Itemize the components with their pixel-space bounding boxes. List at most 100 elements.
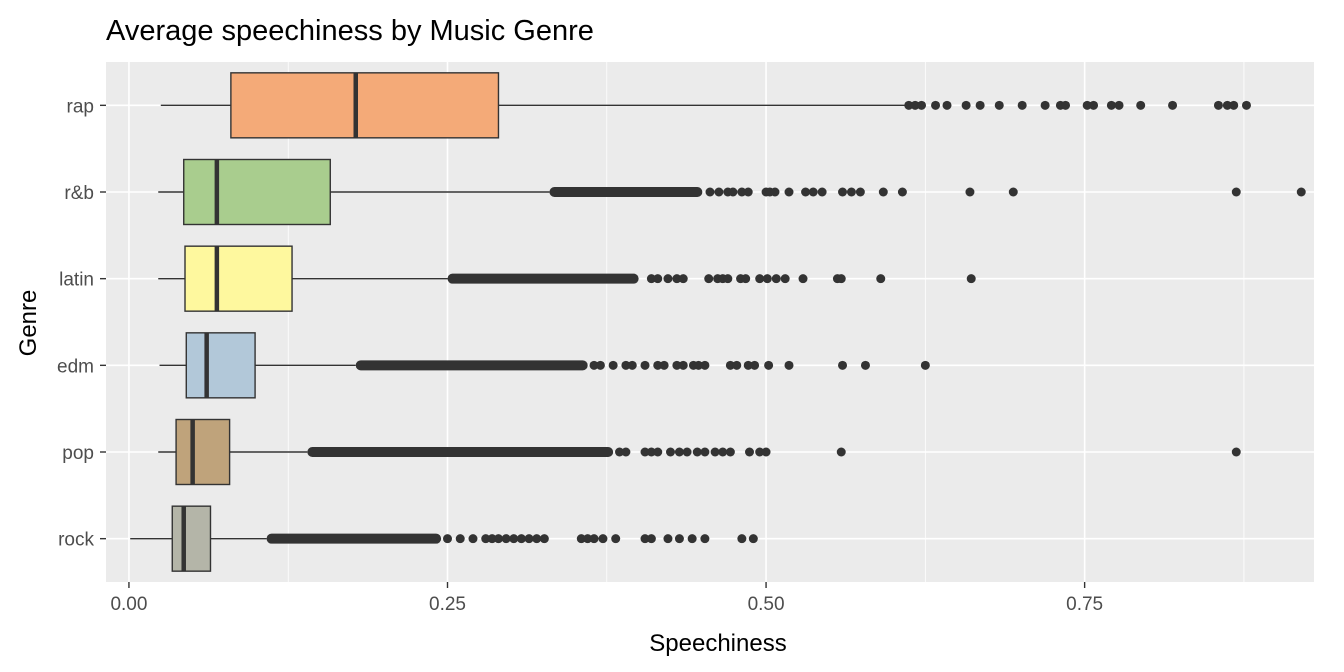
outlier-point xyxy=(468,534,478,544)
y-tick-label: pop xyxy=(62,443,94,464)
boxes-layer xyxy=(130,72,1306,572)
outlier-point xyxy=(687,534,697,544)
outlier-point xyxy=(878,187,888,197)
outlier-point xyxy=(576,534,586,544)
outlier-point xyxy=(532,534,542,544)
outlier-point xyxy=(961,100,971,110)
outlier-point xyxy=(615,447,625,457)
outlier-point xyxy=(700,360,710,370)
outlier-point xyxy=(1296,187,1306,197)
outlier-point xyxy=(665,447,675,457)
outlier-point xyxy=(855,187,865,197)
outlier-point xyxy=(700,534,710,544)
outlier-point xyxy=(966,274,976,284)
outlier-point xyxy=(611,534,621,544)
outlier-point xyxy=(764,360,774,370)
chart-title: Average speechiness by Music Genre xyxy=(106,15,594,47)
outlier-point xyxy=(1229,100,1239,110)
outlier-point xyxy=(755,274,765,284)
outlier-point xyxy=(817,187,827,197)
outlier-point xyxy=(876,274,886,284)
outlier-point xyxy=(659,360,669,370)
outlier-point xyxy=(487,534,497,544)
outlier-point xyxy=(682,447,692,457)
outlier-point xyxy=(1061,100,1071,110)
y-tick-label: rap xyxy=(67,96,94,117)
outlier-point xyxy=(1017,100,1027,110)
outlier-point xyxy=(443,534,453,544)
outlier-point xyxy=(672,360,682,370)
outlier-point xyxy=(595,360,605,370)
outlier-point xyxy=(737,534,747,544)
y-tick-label: rock xyxy=(58,530,94,551)
outlier-point xyxy=(975,100,985,110)
outlier-point xyxy=(672,274,682,284)
x-tick-label: 0.75 xyxy=(1066,594,1103,615)
outlier-cluster xyxy=(307,447,614,457)
outlier-point xyxy=(718,447,728,457)
y-tick-label: latin xyxy=(59,270,94,291)
iqr-box xyxy=(183,158,331,226)
box-group-edm xyxy=(159,332,930,399)
outlier-point xyxy=(714,187,724,197)
outlier-point xyxy=(627,360,637,370)
outlier-point xyxy=(501,534,511,544)
outlier-point xyxy=(1168,100,1178,110)
outlier-point xyxy=(598,534,608,544)
outlier-point xyxy=(836,447,846,457)
outlier-point xyxy=(942,100,952,110)
outlier-point xyxy=(589,360,599,370)
outlier-point xyxy=(743,360,753,370)
outlier-point xyxy=(674,534,684,544)
box-group-rock xyxy=(130,505,758,572)
outlier-point xyxy=(455,534,465,544)
outlier-point xyxy=(539,534,549,544)
outlier-point xyxy=(663,274,673,284)
outlier-point xyxy=(1089,100,1099,110)
x-tick-label: 0.25 xyxy=(429,594,466,615)
x-tick-label: 0.00 xyxy=(110,594,147,615)
outlier-point xyxy=(1222,100,1232,110)
outlier-point xyxy=(481,534,491,544)
outlier-point xyxy=(737,187,747,197)
outlier-point xyxy=(784,360,794,370)
iqr-box xyxy=(184,245,293,312)
outlier-point xyxy=(743,187,753,197)
outlier-point xyxy=(770,187,780,197)
outlier-point xyxy=(771,274,781,284)
outlier-cluster xyxy=(447,273,639,284)
outlier-point xyxy=(920,360,930,370)
outlier-point xyxy=(1008,187,1018,197)
outlier-point xyxy=(1114,100,1124,110)
outlier-point xyxy=(524,534,534,544)
outlier-point xyxy=(917,100,927,110)
outlier-point xyxy=(1136,100,1146,110)
box-group-pop xyxy=(158,418,1241,486)
outlier-point xyxy=(653,447,663,457)
outlier-point xyxy=(583,534,593,544)
outlier-point xyxy=(646,534,656,544)
outlier-point xyxy=(692,447,702,457)
outlier-point xyxy=(838,360,848,370)
outlier-point xyxy=(741,274,751,284)
outlier-point xyxy=(931,100,941,110)
outlier-point xyxy=(838,187,848,197)
y-axis-title: Genre xyxy=(15,290,42,357)
outlier-point xyxy=(750,360,760,370)
outlier-point xyxy=(509,534,519,544)
outlier-cluster xyxy=(266,533,442,544)
outlier-point xyxy=(910,100,920,110)
iqr-box xyxy=(175,418,231,486)
x-tick-label: 0.50 xyxy=(748,594,785,615)
outlier-point xyxy=(994,100,1004,110)
outlier-point xyxy=(640,360,650,370)
outlier-point xyxy=(640,534,650,544)
outlier-point xyxy=(762,274,772,284)
outlier-point xyxy=(965,187,975,197)
outlier-point xyxy=(761,447,771,457)
outlier-point xyxy=(653,274,663,284)
y-tick-label: r&b xyxy=(64,183,94,204)
outlier-point xyxy=(1106,100,1116,110)
outlier-point xyxy=(621,447,631,457)
